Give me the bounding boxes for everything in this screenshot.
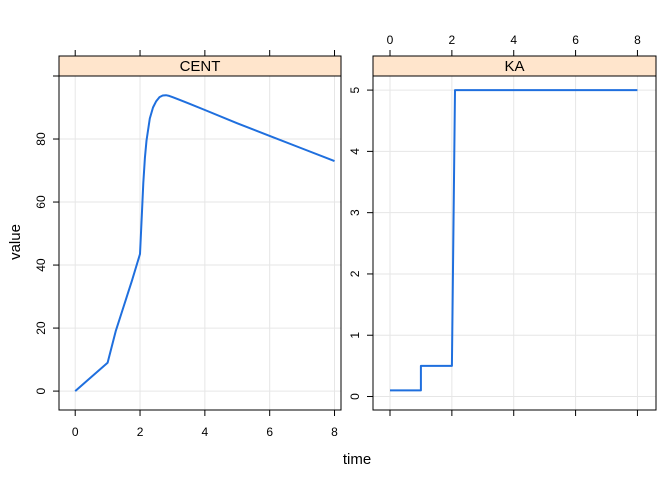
y-tick-label-ka-5: 5 <box>348 86 362 93</box>
x-tick-label-cent-3: 6 <box>266 425 273 439</box>
x-tick-label-ka-1: 2 <box>449 33 456 47</box>
y-axis-title: value <box>7 224 24 260</box>
x-tick-label-ka-4: 8 <box>634 33 641 47</box>
x-tick-label-ka-2: 4 <box>510 33 517 47</box>
series-line-ka <box>390 89 638 392</box>
panel-frame-cent <box>58 55 342 411</box>
y-tick-label-cent-1: 20 <box>34 321 48 335</box>
x-tick-label-cent-4: 8 <box>331 425 338 439</box>
x-tick-label-ka-0: 0 <box>387 33 394 47</box>
y-tick-label-ka-1: 1 <box>348 332 362 339</box>
panel-frame-ka <box>372 55 657 411</box>
y-tick-label-cent-4: 80 <box>34 132 48 146</box>
y-tick-label-cent-2: 40 <box>34 258 48 272</box>
y-tick-label-ka-2: 2 <box>348 270 362 277</box>
strip-label-ka: KA <box>504 58 524 75</box>
x-tick-label-cent-0: 0 <box>72 425 79 439</box>
y-tick-label-ka-4: 4 <box>348 148 362 155</box>
y-tick-label-cent-3: 60 <box>34 195 48 209</box>
y-tick-label-ka-0: 0 <box>348 393 362 400</box>
x-tick-label-ka-3: 6 <box>572 33 579 47</box>
y-tick-label-ka-3: 3 <box>348 209 362 216</box>
x-tick-label-cent-2: 4 <box>202 425 209 439</box>
series-line-cent <box>74 94 335 392</box>
x-axis-title: time <box>343 451 371 468</box>
x-tick-label-cent-1: 2 <box>137 425 144 439</box>
y-tick-label-cent-0: 0 <box>34 387 48 394</box>
strip-label-cent: CENT <box>180 58 221 75</box>
